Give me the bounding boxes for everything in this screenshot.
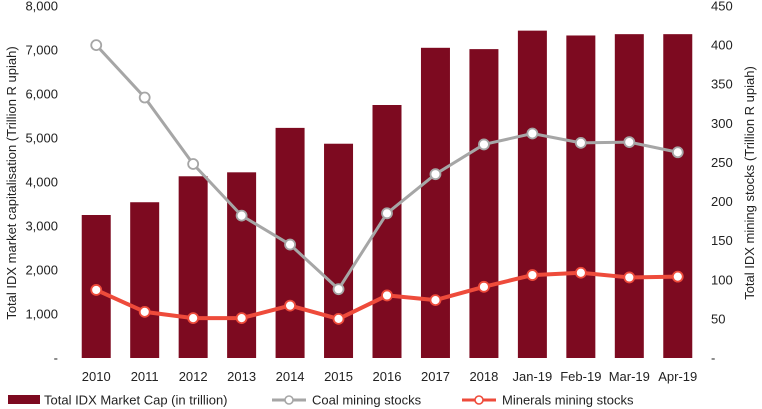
y-right-tick-label: 350 (711, 77, 733, 92)
minerals-mining-stocks-point-2012 (187, 312, 200, 325)
coal-mining-stocks-point-Feb-19 (574, 136, 587, 149)
coal-mining-stocks-point-2014 (284, 238, 296, 251)
legend-label-minerals-mining-stocks: Minerals mining stocks (502, 393, 634, 408)
legend: Total IDX Market Cap (in trillion) Coal m… (8, 393, 634, 408)
coal-mining-stocks-point-Mar-19 (623, 136, 636, 149)
x-axis: 2010 2011 2012 2013 2014 2015 2016 2017 2018 Jan-… (82, 369, 698, 384)
x-tick-label: Feb-19 (560, 369, 601, 384)
x-tick-label: Mar-19 (609, 369, 650, 384)
coal-mining-stocks-point-2017 (429, 168, 442, 181)
x-tick-label: 2018 (469, 369, 498, 384)
minerals-mining-stocks-point-2016 (381, 289, 393, 302)
y-left-tick-label: 5,000 (25, 131, 58, 146)
minerals-mining-stocks-point-Apr-19 (671, 270, 684, 283)
y-left-tick-label: - (54, 351, 58, 366)
coal-mining-stocks-point-Jan-19 (526, 127, 539, 140)
bar-Jan-19 (517, 30, 547, 358)
minerals-mining-stocks-point-2018 (478, 280, 490, 293)
x-tick-label: 2015 (324, 369, 353, 384)
legend-marker-coal-mining-stocks (284, 395, 294, 405)
minerals-mining-stocks-point-2013 (235, 312, 248, 325)
y-right-tick-label: 150 (711, 233, 733, 248)
x-tick-label: 2012 (179, 369, 208, 384)
minerals-mining-stocks-point-2010 (90, 284, 103, 296)
y-right-tick-label: 300 (711, 116, 733, 131)
minerals-mining-stocks-point-2011 (138, 305, 151, 318)
y-axis-left: - 1,000 2,000 3,000 4,000 5,000 6,000 7,000 8,00… (25, 0, 58, 366)
bar-2012 (178, 176, 208, 358)
legend-swatch-total-idx-market-cap-in-trillion- (8, 395, 40, 404)
coal-mining-stocks-point-2013 (235, 209, 248, 222)
x-tick-label: 2014 (276, 369, 305, 384)
coal-mining-stocks-point-2018 (478, 138, 490, 151)
bar-2016 (372, 105, 402, 358)
minerals-mining-stocks-point-Mar-19 (623, 271, 636, 284)
y-left-tick-label: 6,000 (25, 87, 58, 102)
coal-mining-stocks-point-Apr-19 (671, 146, 684, 159)
minerals-mining-stocks-point-Jan-19 (526, 269, 539, 281)
y-right-tick-label: 400 (711, 38, 733, 53)
minerals-mining-stocks-point-2014 (284, 299, 296, 312)
bar-Apr-19 (663, 34, 693, 358)
y-left-tick-label: 8,000 (25, 0, 58, 14)
coal-mining-stocks-point-2011 (138, 91, 151, 104)
bar-2018 (469, 49, 499, 359)
bar-2015 (324, 143, 354, 358)
y-left-tick-label: 3,000 (25, 219, 58, 234)
y-axis-right-title: Total IDX mining stocks (Trillion R upia… (742, 66, 757, 300)
x-tick-label: 2016 (373, 369, 402, 384)
bar-series (81, 30, 693, 359)
x-tick-label: 2017 (421, 369, 450, 384)
coal-mining-stocks-point-2015 (332, 283, 345, 296)
minerals-mining-stocks-point-2017 (429, 294, 442, 307)
y-left-tick-label: 4,000 (25, 175, 58, 190)
y-axis-right: - 50 100 150 200 250 300 350 400 450 (711, 0, 733, 366)
y-right-tick-label: - (711, 351, 715, 366)
legend-label-total-idx-market-cap-in-trillion-: Total IDX Market Cap (in trillion) (44, 393, 228, 408)
legend-label-coal-mining-stocks: Coal mining stocks (312, 393, 422, 408)
bar-Feb-19 (566, 35, 596, 358)
coal-mining-stocks-point-2012 (187, 158, 200, 170)
y-right-tick-label: 200 (711, 194, 733, 209)
minerals-mining-stocks-point-2015 (332, 312, 345, 325)
line-series (90, 39, 684, 325)
x-tick-label: 2013 (227, 369, 256, 384)
y-left-tick-label: 7,000 (25, 43, 58, 58)
legend-marker-minerals-mining-stocks (474, 395, 484, 405)
bar-Mar-19 (614, 34, 644, 358)
y-axis-left-title: Total IDX market capitalisation (Trillio… (4, 46, 19, 319)
x-tick-label: 2010 (82, 369, 111, 384)
y-right-tick-label: 50 (711, 311, 725, 326)
y-right-tick-label: 450 (711, 0, 733, 14)
x-tick-label: Jan-19 (513, 369, 553, 384)
y-right-tick-label: 100 (711, 272, 733, 287)
minerals-mining-stocks-point-Feb-19 (574, 266, 587, 279)
x-tick-label: Apr-19 (658, 369, 697, 384)
coal-mining-stocks-point-2016 (381, 207, 393, 220)
x-tick-label: 2011 (131, 369, 159, 384)
bar-2011 (130, 202, 160, 358)
y-left-tick-label: 1,000 (25, 307, 58, 322)
y-left-tick-label: 2,000 (25, 263, 58, 278)
coal-mining-stocks-point-2010 (90, 39, 103, 52)
bar-2013 (227, 172, 257, 358)
bar-2017 (420, 47, 450, 359)
y-right-tick-label: 250 (711, 155, 733, 170)
